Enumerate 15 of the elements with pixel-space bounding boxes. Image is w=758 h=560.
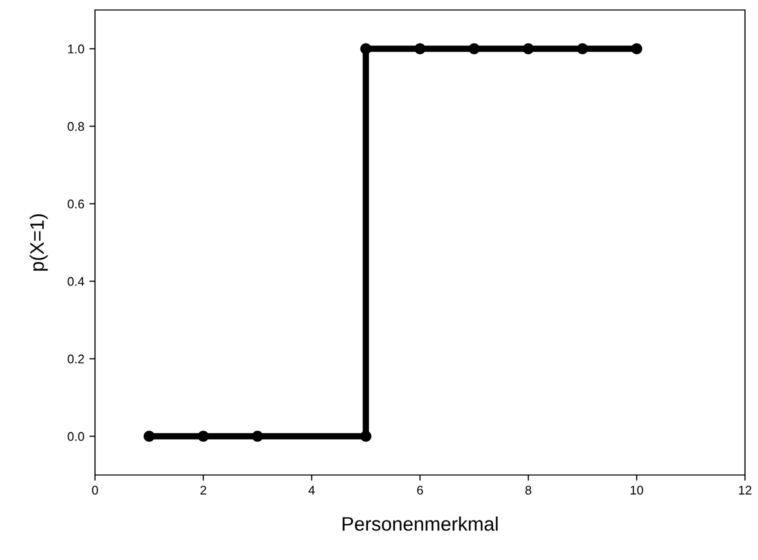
x-tick-label: 12 xyxy=(739,486,752,494)
x-tick-label: 6 xyxy=(417,486,423,495)
x-tick-label: 4 xyxy=(308,486,315,494)
y-tick-label: 0.8 xyxy=(68,122,84,131)
y-tick-label: 1.0 xyxy=(68,44,84,54)
x-tick-label: 2 xyxy=(200,486,206,494)
x-axis-title: Personenmerkmal xyxy=(342,516,498,531)
y-tick-label: 0.0 xyxy=(68,432,84,441)
y-tick-label: 0.6 xyxy=(68,200,84,208)
y-tick-label: 0.2 xyxy=(68,354,84,364)
x-tick-label: 8 xyxy=(525,486,532,495)
x-tick-label: 0 xyxy=(92,486,98,495)
x-tick-label: 10 xyxy=(630,486,644,495)
y-tick-label: 0.4 xyxy=(68,277,84,286)
y-axis-title: p(X=1) xyxy=(30,214,48,271)
